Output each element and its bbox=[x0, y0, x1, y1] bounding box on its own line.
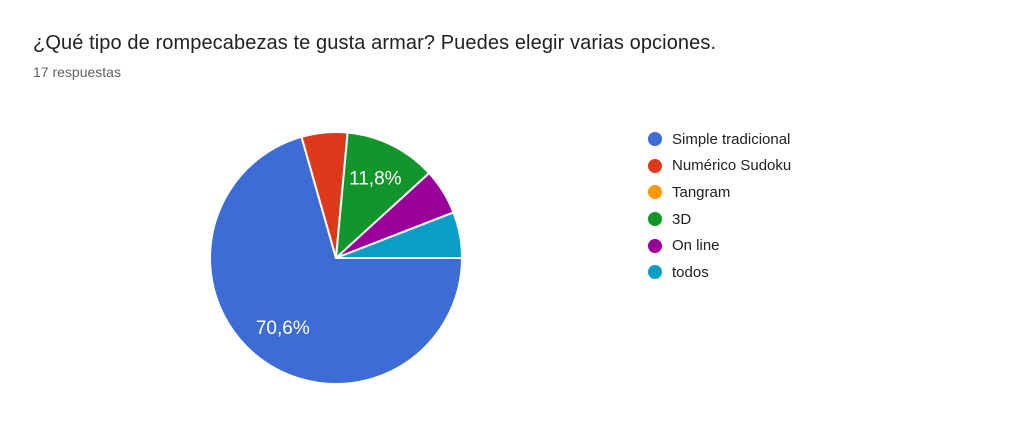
legend-item: On line bbox=[648, 232, 791, 259]
legend-color-dot bbox=[648, 265, 662, 280]
legend-color-dot bbox=[648, 238, 662, 253]
slice-percent-label: 70,6% bbox=[256, 318, 310, 339]
legend-item: Numérico Sudoku bbox=[648, 153, 791, 180]
legend-color-dot bbox=[648, 212, 662, 227]
pie-slice-todos[interactable] bbox=[335, 211, 463, 259]
legend-color-dot bbox=[648, 185, 662, 200]
legend-color-dot bbox=[648, 132, 662, 147]
pie-slice-simple-tradicional[interactable] bbox=[209, 135, 463, 385]
question-title: ¿Qué tipo de rompecabezas te gusta armar… bbox=[33, 32, 717, 54]
legend-label: 3D bbox=[672, 210, 692, 228]
legend-label: Numérico Sudoku bbox=[672, 157, 792, 175]
slice-percent-label: 11,8% bbox=[349, 169, 402, 190]
legend-item: todos bbox=[648, 259, 791, 286]
legend-item: Tangram bbox=[648, 179, 791, 206]
chart-legend: Simple tradicional Numérico Sudoku Tangram… bbox=[648, 126, 791, 286]
pie-slice-3d[interactable] bbox=[335, 131, 431, 259]
legend-item: 3D bbox=[648, 206, 791, 233]
legend-label: On line bbox=[672, 237, 720, 255]
legend-color-dot bbox=[648, 158, 662, 173]
pie-chart[interactable]: 70,6% 11,8% bbox=[201, 123, 471, 393]
legend-label: Tangram bbox=[672, 183, 731, 201]
response-count: 17 respuestas bbox=[33, 64, 121, 80]
legend-item: Simple tradicional bbox=[648, 126, 791, 153]
legend-label: todos bbox=[672, 263, 709, 281]
legend-label: Simple tradicional bbox=[672, 130, 791, 148]
